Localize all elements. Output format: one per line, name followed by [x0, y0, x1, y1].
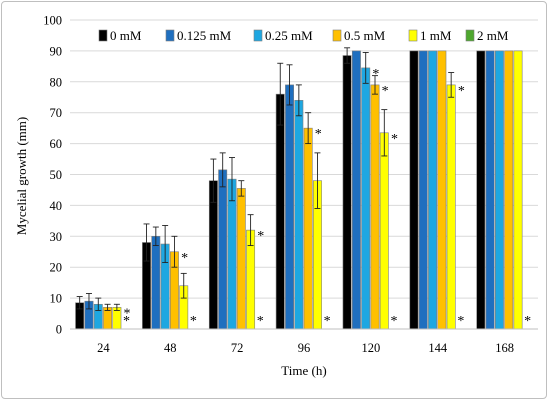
y-tick-label: 70	[50, 106, 63, 120]
significance-asterisk: *	[324, 314, 331, 329]
y-tick-label: 10	[50, 292, 63, 306]
bar	[504, 50, 514, 330]
bar	[428, 50, 438, 330]
x-tick-label: 168	[495, 341, 514, 355]
y-tick-label: 90	[50, 44, 63, 58]
bar	[208, 180, 218, 330]
significance-asterisk: *	[257, 314, 264, 329]
x-tick-label: 24	[97, 341, 110, 355]
y-tick-label: 20	[50, 261, 63, 275]
significance-asterisk: *	[524, 314, 531, 329]
bar	[513, 50, 523, 330]
bar	[342, 55, 352, 330]
x-tick-label: 72	[231, 341, 244, 355]
error-bars	[76, 47, 455, 311]
significance-asterisk: *	[457, 314, 464, 329]
y-tick-label: 50	[50, 168, 63, 182]
significance-asterisk: *	[391, 132, 398, 147]
significance-asterisk: *	[123, 314, 130, 329]
significance-asterisk: *	[257, 229, 264, 244]
significance-asterisk: *	[315, 127, 322, 142]
significance-asterisk: *	[124, 306, 131, 321]
bar	[494, 50, 504, 330]
legend-label: 0.125 mM	[177, 28, 232, 43]
y-axis-ticks: 0 10 20 30 40 50 60 70 80 90 100	[43, 14, 62, 337]
y-tick-label: 80	[50, 75, 63, 89]
bar	[361, 67, 371, 330]
legend-label: 0 mM	[110, 28, 142, 43]
x-axis-ticks: 24 48 72 96 120 144 168	[97, 341, 514, 355]
x-tick-label: 48	[164, 341, 177, 355]
bar	[303, 127, 313, 330]
y-axis-title: Mycelial growth (mm)	[14, 117, 29, 235]
bar	[285, 84, 294, 330]
legend-swatch	[332, 29, 342, 42]
bar	[151, 236, 161, 330]
bar	[379, 132, 389, 330]
bar	[437, 50, 447, 330]
significance-markers: ************** *	[123, 67, 531, 329]
bar	[294, 100, 304, 330]
significance-asterisk: *	[390, 314, 397, 329]
legend-swatch	[408, 29, 418, 42]
bar	[409, 50, 419, 330]
y-tick-label: 0	[56, 323, 62, 337]
significance-asterisk: *	[372, 67, 379, 82]
legend-swatch	[253, 29, 263, 42]
x-tick-label: 144	[428, 341, 448, 355]
bar	[370, 84, 380, 330]
bars	[75, 50, 523, 330]
bar	[236, 188, 246, 330]
bar	[418, 50, 428, 330]
significance-asterisk: *	[190, 314, 197, 329]
x-tick-label: 120	[361, 341, 380, 355]
legend-swatch	[165, 29, 175, 42]
x-axis-title: Time (h)	[281, 363, 326, 378]
legend-label: 0.5 mM	[344, 28, 386, 43]
y-tick-label: 30	[50, 230, 63, 244]
x-tick-label: 96	[298, 341, 311, 355]
y-tick-label: 100	[43, 14, 62, 28]
legend-label: 0.25 mM	[265, 28, 313, 43]
bar	[476, 50, 486, 330]
bar	[351, 50, 361, 330]
significance-asterisk: *	[181, 251, 188, 266]
y-tick-label: 60	[50, 137, 63, 151]
legend: 0 mM 0.125 mM 0.25 mM 0.5 mM 1 mM 2 mM	[98, 28, 509, 43]
significance-asterisk: *	[382, 84, 389, 99]
bar	[485, 50, 495, 330]
bar	[446, 84, 456, 330]
bar	[218, 169, 228, 330]
legend-label: 1 mM	[420, 28, 452, 43]
significance-asterisk: *	[458, 84, 465, 99]
bar	[227, 178, 237, 330]
legend-swatch	[465, 29, 475, 42]
legend-swatch	[98, 29, 108, 42]
y-tick-label: 40	[50, 199, 63, 213]
legend-label: 2 mM	[477, 28, 509, 43]
bar	[275, 93, 285, 330]
